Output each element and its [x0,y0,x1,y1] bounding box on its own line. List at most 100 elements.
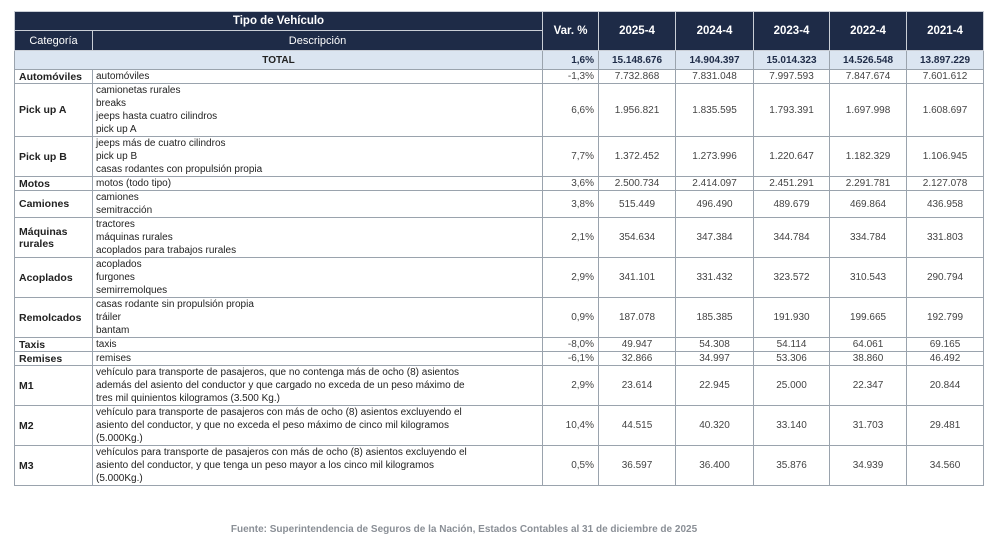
vehicle-table: Tipo de Vehículo Var. % 2025-4 2024-4 2023-… [13,11,985,486]
description-line: máquinas rurales [96,232,173,243]
description-cell: camionetas rurales breaks jeeps hasta cuat… [91,83,544,137]
table-body: TOTAL 1,6% 15.148.676 14.904.397 15.014.323… [13,50,985,486]
value-cell: 2.127.078 [906,176,985,191]
value-cell: 2,9% [542,365,600,406]
value-cell: 1.182.329 [829,136,908,177]
description-line: asiento del conductor, y que tenga un pe… [96,460,434,471]
data-row: Remises remises -6,1% 32.866 34.997 53.306 38.… [14,351,985,366]
data-row: M2 vehículo para transporte de pasajeros … [14,405,985,446]
description-line: motos (todo tipo) [96,178,172,189]
value-cell: 22.347 [829,365,908,406]
value-cell: 331.432 [675,257,755,298]
value-cell: 46.492 [906,351,985,366]
description-line: jeeps más de cuatro cilindros [96,138,226,149]
description-line: semitracción [96,205,153,216]
value-cell: 2.291.781 [829,176,908,191]
column-header: 2023-4 [753,11,831,51]
value-cell: 53.306 [753,351,831,366]
value-cell: 469.864 [829,190,908,218]
value-cell: 310.543 [829,257,908,298]
value-cell: 1.793.391 [753,83,831,137]
value-cell: 3,8% [542,190,600,218]
data-row: Motos motos (todo tipo) 3,6% 2.500.734 2.414… [14,176,985,191]
value-cell: 2,9% [542,257,600,298]
header-row: Tipo de Vehículo Var. % 2025-4 2024-4 2023-… [13,11,985,51]
value-cell: 69.165 [906,337,985,352]
description-line: vehículo para transporte de pasajeros, q… [96,367,460,378]
value-cell: 341.101 [598,257,677,298]
group-header: Tipo de Vehículo [13,11,544,31]
data-row: Automóviles automóviles -1,3% 7.732.868 7.83… [14,69,985,84]
value-cell: 1.106.945 [906,136,985,177]
description-cell: automóviles [91,69,544,84]
category-cell: Motos [14,176,93,191]
description-line: tres mil quinientos kilogramos (3.500 Kg… [96,393,280,404]
total-value: 1,6% [542,50,600,70]
value-cell: 436.958 [906,190,985,218]
total-row: TOTAL 1,6% 15.148.676 14.904.397 15.014.323… [13,50,985,70]
description-line: camionetas rurales [96,85,181,96]
value-cell: 22.945 [675,365,755,406]
description-line: remises [96,353,132,364]
category-cell: Acoplados [14,257,93,298]
data-row: Máquinas rurales tractores máquinas rurale… [14,217,985,258]
value-cell: 64.061 [829,337,908,352]
data-row: Camiones camiones semitracción 3,8% 515.449 4… [14,190,985,218]
description-cell: camiones semitracción [91,190,544,218]
value-cell: 2.451.291 [753,176,831,191]
value-cell: -6,1% [542,351,600,366]
total-value: 13.897.229 [906,50,985,70]
value-cell: 7.847.674 [829,69,908,84]
value-cell: 1.835.595 [675,83,755,137]
value-cell: 0,9% [542,297,600,338]
description-line: (5.000Kg.) [96,473,143,484]
value-cell: 10,4% [542,405,600,446]
value-cell: 1.956.821 [598,83,677,137]
value-cell: 54.308 [675,337,755,352]
description-line: automóviles [96,71,150,82]
source-note: Fuente: Superintendencia de Seguros de l… [230,524,698,535]
value-cell: 334.784 [829,217,908,258]
total-value: 14.526.548 [829,50,908,70]
category-cell: Pick up A [14,83,93,137]
category-cell: Automóviles [14,69,93,84]
category-cell: Remises [14,351,93,366]
value-cell: 515.449 [598,190,677,218]
value-cell: 44.515 [598,405,677,446]
description-cell: motos (todo tipo) [91,176,544,191]
value-cell: -8,0% [542,337,600,352]
value-cell: 34.939 [829,445,908,486]
description-line: furgones [96,272,135,283]
column-header: 2024-4 [675,11,755,51]
value-cell: 1.697.998 [829,83,908,137]
description-line: acoplados [96,259,142,270]
column-header: 2022-4 [829,11,908,51]
value-cell: 2,1% [542,217,600,258]
category-cell: M2 [14,405,93,446]
value-cell: 290.794 [906,257,985,298]
value-cell: 31.703 [829,405,908,446]
description-cell: tractores máquinas rurales acoplados para … [91,217,544,258]
value-cell: 489.679 [753,190,831,218]
value-cell: 36.400 [675,445,755,486]
column-header: 2025-4 [598,11,677,51]
data-row: Acoplados acoplados furgones semirremolques… [14,257,985,298]
description-line: casas rodantes con propulsión propia [96,164,263,175]
data-row: Remolcados casas rodante sin propulsión p… [14,297,985,338]
description-line: (5.000Kg.) [96,433,143,444]
total-label: TOTAL [13,50,544,70]
category-cell: M1 [14,365,93,406]
value-cell: 2.500.734 [598,176,677,191]
description-cell: vehículo para transporte de pasajeros co… [91,405,544,446]
description-line: acoplados para trabajos rurales [96,245,237,256]
description-line: breaks [96,98,127,109]
value-cell: 7.601.612 [906,69,985,84]
value-cell: 354.634 [598,217,677,258]
total-value: 15.148.676 [598,50,677,70]
table-header: Tipo de Vehículo Var. % 2025-4 2024-4 2023-… [13,11,985,51]
value-cell: 36.597 [598,445,677,486]
column-header: Var. % [542,11,600,51]
